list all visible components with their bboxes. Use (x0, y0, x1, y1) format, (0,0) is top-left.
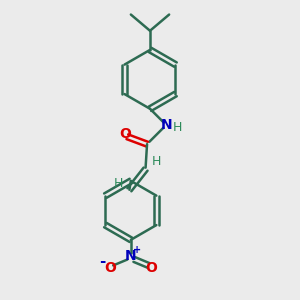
Text: -: - (99, 254, 105, 269)
Text: O: O (146, 261, 158, 275)
Text: O: O (104, 261, 116, 275)
Text: H: H (152, 155, 161, 168)
Text: H: H (113, 177, 123, 190)
Text: H: H (173, 121, 182, 134)
Text: +: + (133, 244, 141, 254)
Text: O: O (119, 127, 131, 141)
Text: N: N (125, 249, 137, 263)
Text: N: N (160, 118, 172, 132)
